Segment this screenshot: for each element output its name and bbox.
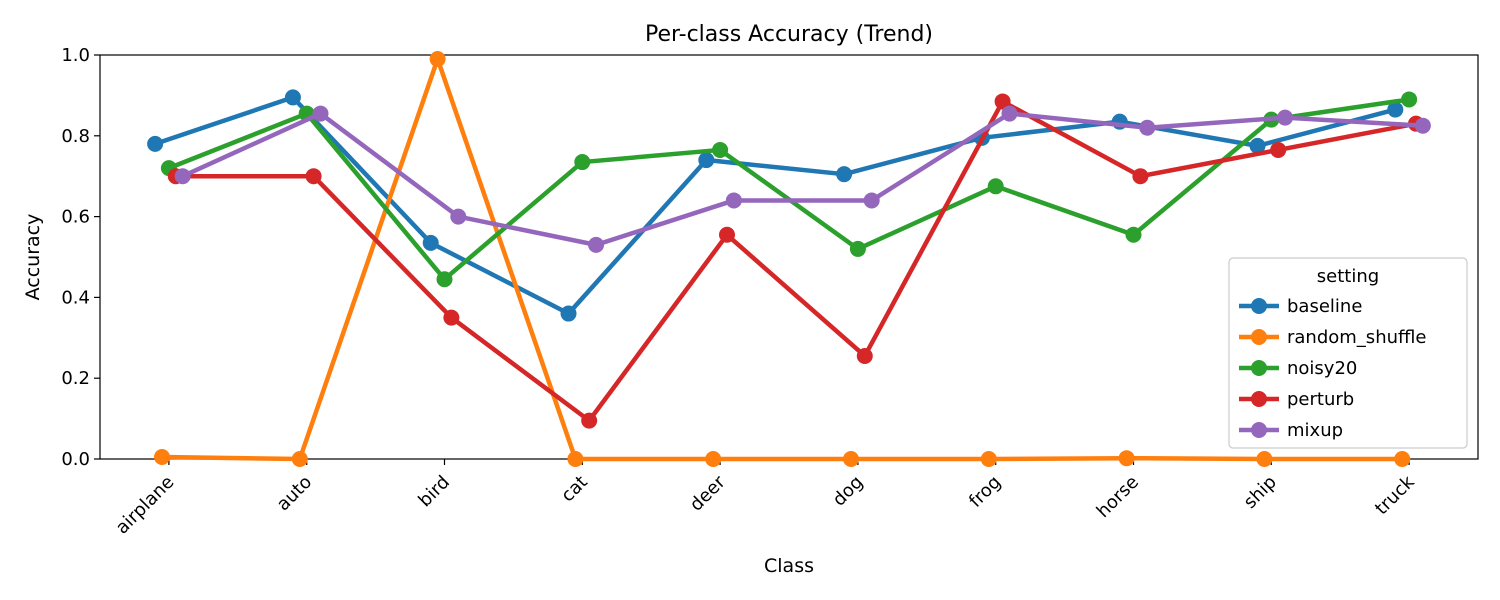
y-tick-label: 1.0 bbox=[61, 45, 90, 66]
y-axis: 0.0 0.2 0.4 0.6 0.8 1.0 bbox=[61, 45, 100, 470]
x-tick-label: ship bbox=[1240, 472, 1281, 513]
data-point bbox=[1132, 168, 1149, 185]
data-point bbox=[291, 451, 308, 467]
legend-box bbox=[1228, 257, 1468, 449]
data-point bbox=[567, 451, 584, 467]
y-tick-label: 0.0 bbox=[61, 449, 90, 470]
data-point bbox=[574, 154, 591, 171]
legend: setting baseline random_shuffle noisy20 pert… bbox=[1228, 257, 1468, 449]
y-tick-label: 0.4 bbox=[61, 287, 90, 308]
legend-label: noisy20 bbox=[1287, 358, 1357, 379]
data-point bbox=[305, 168, 322, 185]
chart-title: Per-class Accuracy (Trend) bbox=[645, 22, 933, 47]
data-point bbox=[581, 412, 598, 429]
series-perturb bbox=[167, 93, 1424, 429]
data-point bbox=[863, 192, 880, 209]
data-point bbox=[843, 451, 860, 467]
data-point bbox=[429, 51, 446, 68]
legend-item-baseline: baseline bbox=[1239, 296, 1362, 317]
data-point bbox=[1256, 451, 1273, 467]
data-point bbox=[560, 305, 577, 322]
data-point bbox=[1249, 137, 1266, 154]
data-point bbox=[154, 448, 171, 465]
x-tick-label: truck bbox=[1371, 471, 1419, 519]
data-point bbox=[725, 192, 742, 209]
data-point bbox=[1001, 105, 1018, 122]
series-line bbox=[159, 56, 1405, 462]
legend-title: setting bbox=[1317, 266, 1379, 287]
legend-label: perturb bbox=[1287, 389, 1354, 410]
series-line bbox=[166, 97, 1412, 282]
y-tick-label: 0.2 bbox=[61, 368, 90, 389]
data-point bbox=[422, 234, 439, 251]
data-point bbox=[856, 347, 873, 364]
data-point bbox=[1394, 451, 1411, 467]
legend-swatch-marker bbox=[1251, 422, 1267, 438]
legend-label: mixup bbox=[1287, 420, 1343, 441]
x-tick-label: deer bbox=[686, 471, 730, 515]
series-mixup bbox=[174, 105, 1431, 253]
legend-swatch-marker bbox=[1251, 391, 1267, 407]
data-point bbox=[312, 105, 329, 122]
legend-item-mixup: mixup bbox=[1239, 420, 1343, 441]
y-tick-label: 0.6 bbox=[61, 207, 90, 228]
x-tick-label: airplane bbox=[112, 472, 179, 539]
x-tick-label: frog bbox=[965, 472, 1005, 512]
x-tick-label: cat bbox=[557, 472, 592, 507]
series-line bbox=[173, 99, 1419, 423]
series-random_shuffle bbox=[154, 51, 1411, 467]
y-axis-title: Accuracy bbox=[22, 214, 44, 301]
series-layer bbox=[147, 51, 1431, 467]
data-point bbox=[1270, 141, 1287, 158]
data-point bbox=[443, 309, 460, 326]
legend-label: baseline bbox=[1287, 296, 1362, 317]
data-point bbox=[1401, 91, 1418, 108]
data-point bbox=[174, 168, 191, 185]
x-tick-label: auto bbox=[273, 472, 316, 515]
data-point bbox=[712, 141, 729, 158]
data-point bbox=[698, 152, 715, 169]
y-tick-label: 0.8 bbox=[61, 126, 90, 147]
data-point bbox=[987, 178, 1004, 195]
data-point bbox=[849, 240, 866, 257]
data-point bbox=[436, 271, 453, 288]
legend-swatch-marker bbox=[1251, 298, 1267, 314]
series-line bbox=[180, 111, 1426, 248]
legend-swatch-marker bbox=[1251, 360, 1267, 376]
data-point bbox=[705, 451, 722, 467]
data-point bbox=[588, 236, 605, 253]
legend-item-perturb: perturb bbox=[1239, 389, 1354, 410]
data-point bbox=[994, 93, 1011, 110]
data-point bbox=[1139, 119, 1156, 136]
legend-swatch-marker bbox=[1251, 329, 1267, 345]
legend-label: random_shuffle bbox=[1287, 327, 1426, 348]
x-tick-label: dog bbox=[829, 472, 868, 511]
x-axis: airplane auto bird cat deer dog frog horse ship t… bbox=[112, 459, 1419, 538]
data-point bbox=[1387, 101, 1404, 118]
data-point bbox=[284, 89, 301, 106]
x-tick-label: bird bbox=[414, 472, 454, 512]
data-point bbox=[1414, 117, 1431, 134]
data-point bbox=[1125, 226, 1142, 243]
data-point bbox=[1277, 109, 1294, 126]
data-point bbox=[718, 226, 735, 243]
data-point bbox=[980, 451, 997, 467]
data-point bbox=[1118, 450, 1135, 467]
legend-item-random_shuffle: random_shuffle bbox=[1239, 327, 1426, 348]
x-axis-title: Class bbox=[764, 555, 814, 577]
data-point bbox=[450, 208, 467, 225]
data-point bbox=[147, 135, 164, 152]
data-point bbox=[836, 166, 853, 183]
legend-item-noisy20: noisy20 bbox=[1239, 358, 1357, 379]
series-line bbox=[152, 95, 1398, 316]
x-tick-label: horse bbox=[1093, 472, 1143, 522]
